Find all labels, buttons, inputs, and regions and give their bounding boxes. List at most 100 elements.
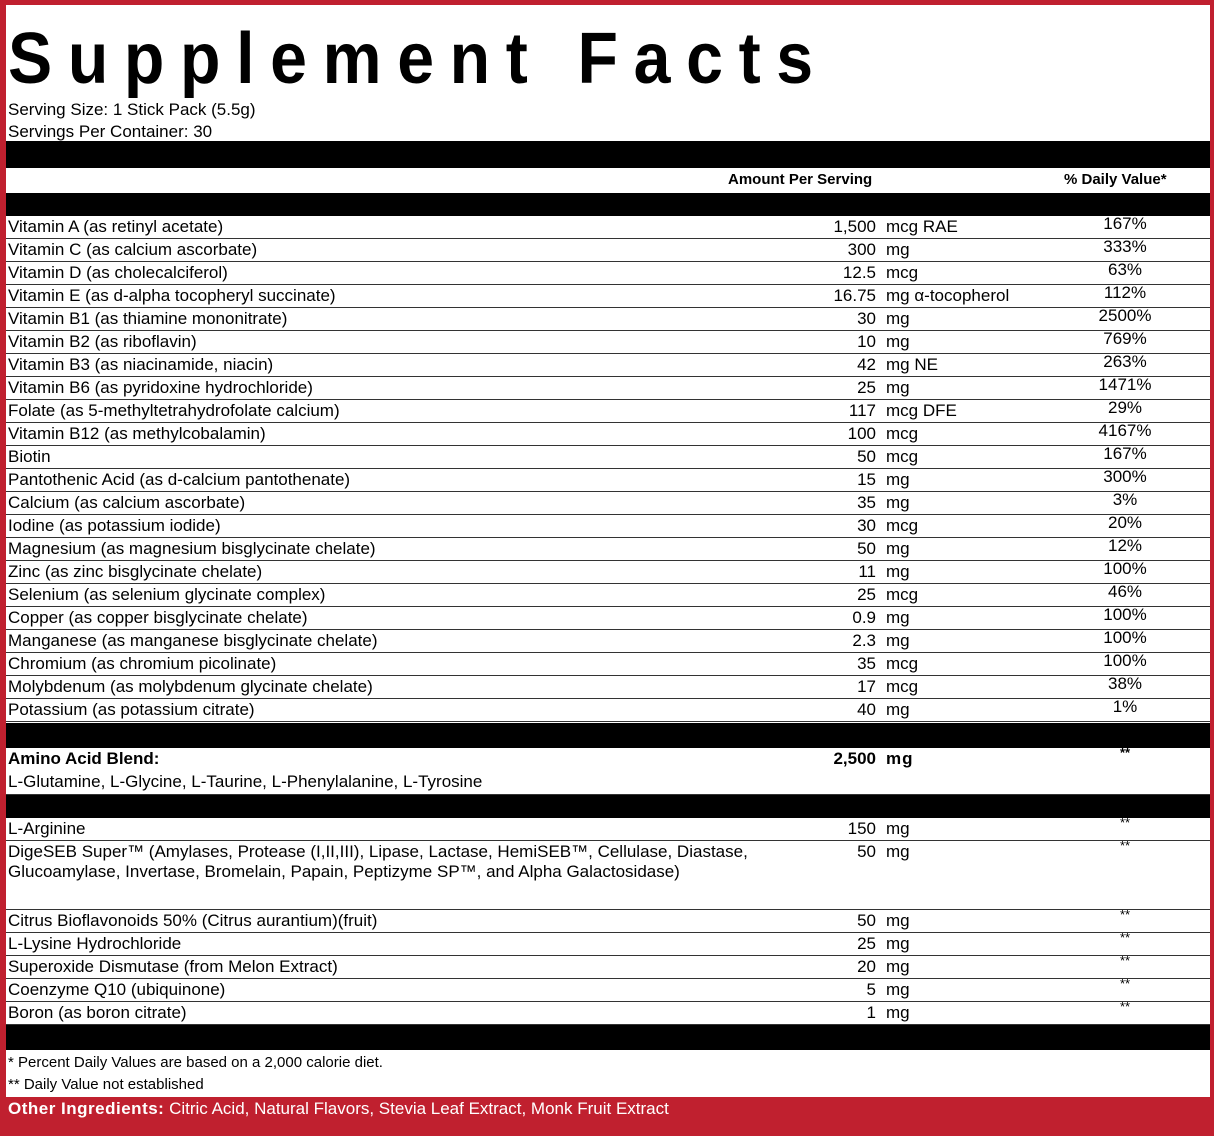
nutrient-amount: 300 — [847, 240, 876, 259]
nutrient-row: Iodine (as potassium iodide) 30 mcg 20% — [6, 513, 1210, 538]
nutrient-unit: mcg — [886, 654, 919, 673]
nutrient-name: Potassium (as potassium citrate) — [8, 700, 255, 719]
daily-value: ** — [1119, 815, 1131, 830]
blend-name: Amino Acid Blend: — [8, 749, 160, 768]
nutrient-amount: 20 — [857, 957, 876, 976]
nutrient-amount: 2.3 — [852, 631, 876, 650]
nutrient-name: Vitamin B12 (as methylcobalamin) — [8, 424, 266, 443]
nutrient-unit: mcg DFE — [886, 401, 957, 420]
nutrient-row: Pantothenic Acid (as d-calcium pantothen… — [6, 467, 1210, 492]
nutrient-row: Folate (as 5-methyltetrahydrofolate calc… — [6, 398, 1210, 423]
nutrient-row: Vitamin C (as calcium ascorbate) 300 mg 333… — [6, 237, 1210, 262]
daily-value: 263% — [1103, 352, 1147, 371]
nutrient-unit: mcg — [886, 585, 919, 604]
nutrient-name: Manganese (as manganese bisglycinate che… — [8, 631, 378, 650]
nutrient-row: Vitamin D (as cholecalciferol) 12.5 mcg 63% — [6, 260, 1210, 285]
nutrient-name: Vitamin E (as d-alpha tocopheryl succina… — [8, 286, 336, 305]
blend-unit: mg — [886, 749, 914, 768]
nutrient-amount: 100 — [847, 424, 876, 443]
nutrient-unit: mg α-tocopherol — [886, 286, 1010, 305]
nutrient-name: Superoxide Dismutase (from Melon Extract… — [8, 957, 338, 976]
nutrient-name: DigeSEB Super™ (Amylases, Protease (I,II… — [8, 842, 748, 881]
daily-value: 112% — [1103, 283, 1147, 302]
nutrient-unit: mg — [886, 309, 910, 328]
daily-value: 1471% — [1098, 375, 1152, 394]
nutrient-row: Zinc (as zinc bisglycinate chelate) 11 mg 1… — [6, 559, 1210, 584]
supplement-facts-panel: Supplement Facts Serving Size: 1 Stick P… — [6, 5, 1210, 1097]
nutrient-row: Biotin 50 mcg 167% — [6, 444, 1210, 469]
nutrient-name: Vitamin A (as retinyl acetate) — [8, 217, 224, 236]
title: Supplement Facts — [8, 19, 829, 99]
nutrient-name: Vitamin B6 (as pyridoxine hydrochloride) — [8, 378, 313, 397]
nutrient-unit: mcg — [886, 424, 919, 443]
nutrient-row: Vitamin E (as d-alpha tocopheryl succina… — [6, 283, 1210, 308]
nutrient-row: Boron (as boron citrate) 1 mg ** — [6, 999, 1210, 1025]
dv-header: % Daily Value* — [1064, 171, 1167, 188]
nutrient-unit: mg — [886, 470, 910, 489]
nutrient-unit: mg — [886, 819, 910, 838]
blend-ingredients: L-Glutamine, L-Glycine, L-Taurine, L-Phe… — [8, 772, 483, 791]
servings-per-container: Servings Per Container: 30 — [8, 122, 213, 141]
nutrient-row: Potassium (as potassium citrate) 40 mg 1% — [6, 697, 1210, 722]
nutrient-name: L-Arginine — [8, 819, 86, 838]
nutrient-amount: 5 — [866, 980, 876, 999]
daily-value: 2500% — [1098, 306, 1152, 325]
nutrient-amount: 15 — [857, 470, 876, 489]
nutrient-unit: mg — [886, 980, 910, 999]
divider-bar — [6, 723, 1210, 748]
serving-size: Serving Size: 1 Stick Pack (5.5g) — [8, 100, 256, 119]
nutrient-row: Vitamin B1 (as thiamine mononitrate) 30 mg… — [6, 306, 1210, 331]
nutrient-amount: 50 — [857, 447, 876, 466]
blend-row: Amino Acid Blend: 2,500 mg ** L-Glutamin… — [6, 745, 1210, 795]
nutrient-name: Citrus Bioflavonoids 50% (Citrus auranti… — [8, 911, 378, 930]
footnote-not-established: ** Daily Value not established — [8, 1076, 204, 1093]
nutrient-unit: mg — [886, 842, 910, 861]
nutrient-amount: 40 — [857, 700, 876, 719]
nutrient-amount: 0.9 — [852, 608, 876, 627]
nutrient-row: Vitamin B3 (as niacinamide, niacin) 42 mg … — [6, 352, 1210, 377]
daily-value: ** — [1119, 907, 1131, 922]
blend-dv: ** — [1119, 745, 1131, 760]
nutrient-name: Molybdenum (as molybdenum glycinate chel… — [8, 677, 373, 696]
nutrient-amount: 1,500 — [833, 217, 876, 236]
nutrient-name: Zinc (as zinc bisglycinate chelate) — [8, 562, 263, 581]
daily-value: 1% — [1112, 697, 1138, 716]
daily-value: 100% — [1103, 605, 1147, 624]
daily-value: 333% — [1103, 237, 1147, 256]
nutrient-amount: 10 — [857, 332, 876, 351]
nutrient-row: Chromium (as chromium picolinate) 35 mcg 10… — [6, 651, 1210, 676]
nutrient-unit: mcg — [886, 447, 919, 466]
nutrient-unit: mg — [886, 608, 910, 627]
nutrient-name: Vitamin B2 (as riboflavin) — [8, 332, 197, 351]
nutrient-unit: mcg — [886, 516, 919, 535]
nutrient-row: Vitamin A (as retinyl acetate) 1,500 mcg R… — [6, 214, 1210, 239]
daily-value: 300% — [1103, 467, 1147, 486]
nutrient-unit: mg — [886, 240, 910, 259]
nutrient-name: Boron (as boron citrate) — [8, 1003, 187, 1022]
nutrient-name: Iodine (as potassium iodide) — [8, 516, 221, 535]
nutrient-amount: 1 — [866, 1003, 876, 1022]
nutrient-unit: mg — [886, 911, 910, 930]
nutrient-amount: 50 — [857, 911, 876, 930]
daily-value: 4167% — [1098, 421, 1152, 440]
column-header: Amount Per Serving % Daily Value* — [6, 168, 1210, 192]
other-ingredients-label: Other Ingredients: — [8, 1099, 165, 1118]
nutrient-row: Copper (as copper bisglycinate chelate) 0… — [6, 605, 1210, 630]
daily-value: 100% — [1103, 628, 1147, 647]
nutrient-name: Vitamin B1 (as thiamine mononitrate) — [8, 309, 288, 328]
daily-value: 12% — [1107, 536, 1143, 555]
nutrient-row: L-Arginine 150 mg ** — [6, 815, 1210, 841]
nutrient-unit: mg — [886, 957, 910, 976]
nutrient-unit: mcg RAE — [886, 217, 958, 236]
nutrient-amount: 35 — [857, 493, 876, 512]
daily-value: ** — [1119, 930, 1131, 945]
daily-value: 63% — [1107, 260, 1143, 279]
nutrient-row: Coenzyme Q10 (ubiquinone) 5 mg ** — [6, 976, 1210, 1002]
nutrient-row: Citrus Bioflavonoids 50% (Citrus auranti… — [6, 907, 1210, 933]
divider-bar — [6, 795, 1210, 818]
divider-bar — [6, 141, 1210, 168]
daily-value: 769% — [1103, 329, 1147, 348]
nutrient-amount: 12.5 — [842, 263, 876, 282]
divider-bar — [6, 193, 1210, 216]
nutrient-name: Biotin — [8, 447, 51, 466]
